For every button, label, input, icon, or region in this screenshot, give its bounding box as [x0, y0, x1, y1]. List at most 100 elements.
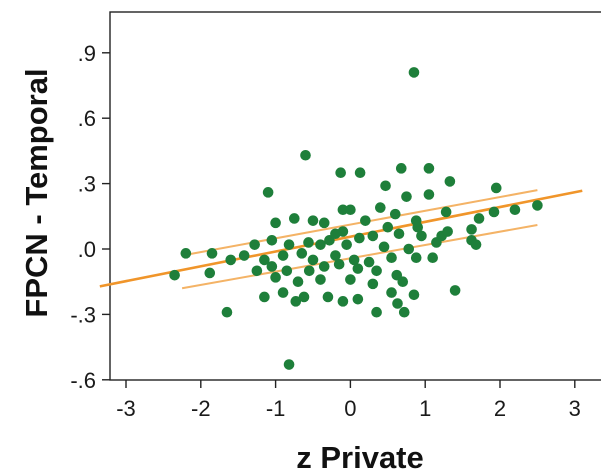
data-point — [206, 248, 218, 259]
data-point — [408, 67, 420, 78]
data-point — [345, 274, 356, 285]
data-point — [335, 167, 346, 178]
data-point — [401, 191, 412, 202]
data-point — [397, 276, 409, 288]
data-point — [403, 243, 415, 255]
data-point — [431, 237, 442, 248]
data-point — [337, 296, 349, 307]
data-point — [423, 163, 435, 174]
data-point — [393, 228, 405, 240]
data-point — [386, 252, 397, 264]
data-point — [427, 252, 438, 264]
data-point — [412, 221, 424, 233]
data-point — [532, 200, 543, 211]
data-point — [345, 204, 356, 216]
data-point — [303, 237, 314, 248]
data-point — [249, 239, 260, 250]
data-point — [408, 289, 420, 301]
data-point — [488, 206, 500, 218]
data-point — [277, 287, 289, 298]
plot-area: -.6 -.3 .0 .3 .6 .9 -3 -2 -1 0 1 2 3 — [70, 11, 601, 421]
data-point — [398, 306, 410, 318]
data-point — [341, 239, 352, 250]
data-point — [169, 269, 180, 281]
y-axis-label-group: FPCN - Temporal — [19, 68, 54, 317]
data-point — [389, 208, 401, 220]
data-point — [367, 230, 379, 242]
data-point — [318, 261, 330, 272]
data-point — [392, 298, 403, 309]
data-point — [270, 217, 281, 229]
x-tick-label: -1 — [266, 396, 286, 421]
data-point — [367, 278, 379, 290]
data-point — [378, 241, 390, 253]
data-point — [440, 206, 452, 218]
y-tick-label: .9 — [78, 41, 96, 66]
data-point — [322, 291, 334, 303]
ci-lower-line — [181, 224, 538, 290]
data-point — [423, 189, 435, 200]
data-point — [296, 248, 308, 259]
data-point — [307, 254, 319, 266]
x-tick-label: 2 — [494, 396, 506, 421]
data-point — [270, 272, 281, 283]
data-point — [395, 163, 407, 174]
data-point — [298, 291, 310, 303]
data-point — [283, 359, 295, 370]
data-point — [386, 287, 397, 298]
data-point — [221, 306, 233, 318]
data-point — [238, 250, 250, 261]
data-point — [371, 265, 382, 277]
data-point — [283, 239, 295, 250]
data-point — [307, 215, 319, 226]
data-point — [473, 213, 485, 224]
fit-line — [99, 189, 583, 288]
data-point — [330, 250, 341, 261]
data-point — [337, 204, 349, 216]
y-tick-label: .6 — [78, 106, 96, 131]
x-tick-label: -2 — [191, 396, 211, 421]
data-point — [354, 167, 366, 178]
plot-frame — [109, 11, 601, 381]
data-point — [360, 215, 371, 226]
data-point — [281, 265, 293, 277]
data-point — [352, 293, 364, 305]
y-tick-label: .0 — [78, 237, 96, 262]
data-point — [290, 296, 302, 307]
data-point — [266, 261, 278, 272]
y-tick-label: -.6 — [70, 368, 96, 393]
x-tick-label: 1 — [419, 396, 431, 421]
x-tick-label: 0 — [344, 396, 356, 421]
x-axis-label: z Private — [296, 440, 424, 475]
data-point — [266, 234, 278, 246]
data-point — [354, 232, 365, 244]
data-point — [259, 291, 270, 303]
data-point — [292, 276, 304, 288]
data-point — [352, 263, 364, 274]
data-point — [449, 285, 461, 296]
data-point — [410, 252, 422, 264]
y-tick-label: -.3 — [70, 302, 96, 327]
x-tick-label: 3 — [569, 396, 581, 421]
data-point — [289, 213, 300, 224]
data-point — [470, 239, 482, 250]
data-point — [382, 221, 394, 233]
data-point — [277, 250, 289, 261]
data-point — [442, 226, 453, 237]
y-axis-label: FPCN - Temporal — [19, 68, 54, 317]
data-point — [259, 254, 270, 266]
x-tick-label: -3 — [116, 396, 136, 421]
data-point — [318, 217, 330, 229]
data-point — [300, 149, 311, 161]
data-point — [371, 306, 382, 318]
data-point — [180, 248, 192, 259]
data-point — [225, 254, 237, 266]
data-point — [348, 254, 360, 266]
data-point — [204, 267, 216, 279]
data-point — [333, 258, 345, 270]
data-point — [303, 265, 315, 277]
data-point — [380, 180, 391, 192]
y-tick-label: .3 — [78, 172, 96, 197]
data-point — [416, 230, 427, 242]
